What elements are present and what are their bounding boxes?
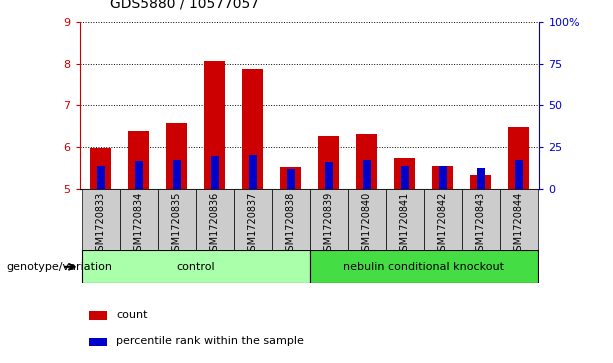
Bar: [325, 162, 332, 189]
Text: GSM1720835: GSM1720835: [172, 192, 181, 257]
Bar: [438, 166, 446, 189]
Text: GSM1720842: GSM1720842: [438, 192, 447, 257]
Bar: [508, 127, 529, 189]
Bar: [476, 168, 484, 189]
Bar: [272, 189, 310, 250]
Bar: [120, 189, 158, 250]
Text: GSM1720836: GSM1720836: [210, 192, 219, 257]
Text: GSM1720838: GSM1720838: [286, 192, 295, 257]
Bar: [386, 189, 424, 250]
Text: GSM1720834: GSM1720834: [134, 192, 143, 257]
Bar: [356, 134, 377, 189]
Bar: [348, 189, 386, 250]
Text: GSM1720839: GSM1720839: [324, 192, 333, 257]
Bar: [135, 161, 143, 189]
Bar: [310, 189, 348, 250]
Bar: [82, 250, 310, 283]
Bar: [310, 250, 538, 283]
Bar: [514, 160, 522, 189]
Bar: [287, 169, 294, 189]
Bar: [400, 166, 408, 189]
Bar: [158, 189, 196, 250]
Bar: [89, 338, 107, 346]
Bar: [211, 156, 219, 189]
Text: GSM1720837: GSM1720837: [248, 192, 257, 257]
Text: GSM1720840: GSM1720840: [362, 192, 371, 257]
Bar: [196, 189, 234, 250]
Bar: [424, 189, 462, 250]
Bar: [82, 189, 120, 250]
Text: GSM1720843: GSM1720843: [476, 192, 485, 257]
Text: percentile rank within the sample: percentile rank within the sample: [116, 336, 304, 346]
Bar: [432, 166, 453, 189]
Bar: [204, 61, 225, 189]
Bar: [97, 166, 105, 189]
Bar: [89, 311, 107, 320]
Bar: [500, 189, 538, 250]
Bar: [90, 148, 111, 189]
Bar: [249, 155, 257, 189]
Bar: [280, 167, 301, 189]
Bar: [362, 160, 370, 189]
Text: GSM1720841: GSM1720841: [400, 192, 409, 257]
Text: GSM1720833: GSM1720833: [96, 192, 105, 257]
Bar: [462, 189, 500, 250]
Bar: [242, 69, 263, 189]
Bar: [470, 175, 491, 189]
Text: genotype/variation: genotype/variation: [6, 262, 112, 272]
Bar: [318, 136, 339, 189]
Bar: [234, 189, 272, 250]
Bar: [128, 131, 149, 189]
Text: GSM1720844: GSM1720844: [514, 192, 524, 257]
Bar: [394, 158, 415, 189]
Text: count: count: [116, 310, 148, 319]
Bar: [173, 160, 181, 189]
Text: nebulin conditional knockout: nebulin conditional knockout: [343, 262, 504, 272]
Bar: [166, 123, 187, 189]
Text: GDS5880 / 10577057: GDS5880 / 10577057: [110, 0, 259, 11]
Text: control: control: [177, 262, 215, 272]
